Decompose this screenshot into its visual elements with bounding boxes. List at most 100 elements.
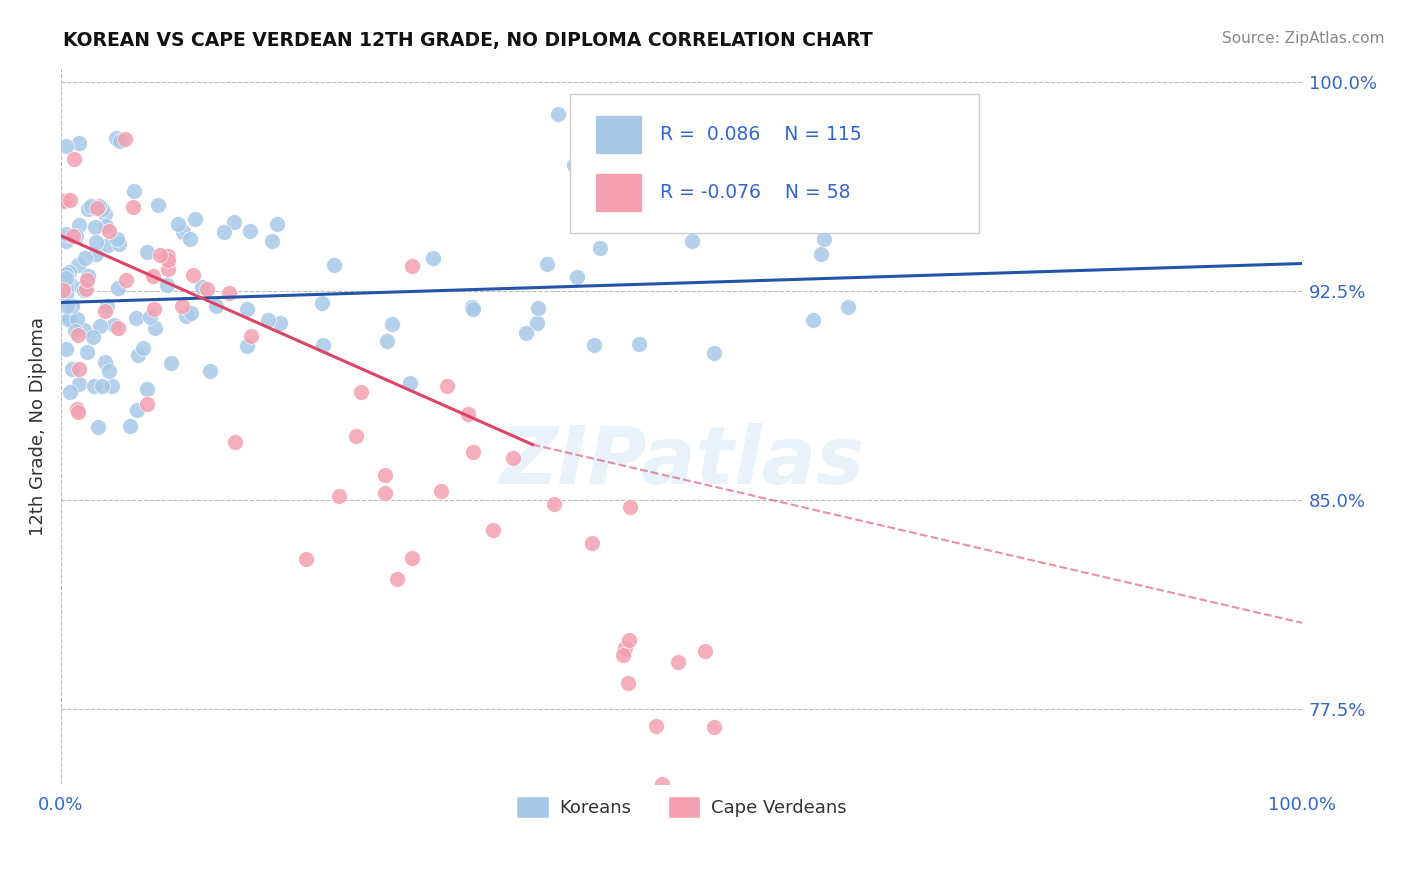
Koreans xyxy=(76,344,98,359)
Koreans xyxy=(239,224,262,238)
Koreans xyxy=(172,226,194,240)
Cape Verdeans xyxy=(344,429,367,443)
Koreans xyxy=(97,363,120,377)
Cape Verdeans xyxy=(349,384,371,399)
Koreans xyxy=(107,281,129,295)
Koreans xyxy=(311,295,333,310)
Koreans xyxy=(200,364,222,378)
Koreans xyxy=(96,299,118,313)
Koreans xyxy=(562,158,585,172)
Koreans xyxy=(135,245,157,260)
Koreans xyxy=(159,356,181,370)
Koreans xyxy=(257,312,280,326)
Cape Verdeans xyxy=(385,572,408,586)
Koreans xyxy=(837,300,859,314)
Koreans xyxy=(125,310,148,325)
Koreans xyxy=(58,277,80,291)
Cape Verdeans xyxy=(617,676,640,690)
Cape Verdeans xyxy=(502,450,524,465)
Koreans xyxy=(266,218,288,232)
Koreans xyxy=(236,339,259,353)
Koreans xyxy=(637,217,659,231)
Koreans xyxy=(55,227,77,242)
Cape Verdeans xyxy=(436,379,458,393)
Koreans xyxy=(94,355,117,369)
Koreans xyxy=(593,176,616,190)
Koreans xyxy=(55,193,77,207)
Koreans xyxy=(628,337,651,351)
Koreans xyxy=(55,234,77,248)
Cape Verdeans xyxy=(76,273,98,287)
Koreans xyxy=(381,317,404,331)
Text: KOREAN VS CAPE VERDEAN 12TH GRADE, NO DIPLOMA CORRELATION CHART: KOREAN VS CAPE VERDEAN 12TH GRADE, NO DI… xyxy=(63,31,873,50)
Koreans xyxy=(91,379,114,393)
Koreans xyxy=(66,312,89,326)
Text: R = -0.076    N = 58: R = -0.076 N = 58 xyxy=(661,183,851,202)
Koreans xyxy=(73,323,96,337)
Koreans xyxy=(82,330,104,344)
Koreans xyxy=(55,342,77,356)
Koreans xyxy=(93,207,115,221)
Koreans xyxy=(138,310,160,325)
Cape Verdeans xyxy=(401,259,423,273)
Koreans xyxy=(166,217,188,231)
FancyBboxPatch shape xyxy=(569,94,980,233)
Koreans xyxy=(83,379,105,393)
Koreans xyxy=(108,135,131,149)
Koreans xyxy=(184,212,207,227)
Koreans xyxy=(399,376,422,391)
Koreans xyxy=(269,316,291,330)
Koreans xyxy=(527,301,550,315)
Koreans xyxy=(156,277,179,292)
Koreans xyxy=(58,312,80,326)
Koreans xyxy=(547,107,569,121)
Koreans xyxy=(105,232,128,246)
Cape Verdeans xyxy=(703,720,725,734)
Cape Verdeans xyxy=(53,194,76,209)
Text: R =  0.086    N = 115: R = 0.086 N = 115 xyxy=(661,125,862,144)
Cape Verdeans xyxy=(240,329,263,343)
Koreans xyxy=(422,252,444,266)
Cape Verdeans xyxy=(666,655,689,669)
Koreans xyxy=(375,334,398,348)
Cape Verdeans xyxy=(86,202,108,216)
Koreans xyxy=(179,232,201,246)
Koreans xyxy=(77,268,100,283)
Cape Verdeans xyxy=(619,500,641,514)
Text: ZIPatlas: ZIPatlas xyxy=(499,424,863,501)
Koreans xyxy=(94,219,117,233)
Cape Verdeans xyxy=(645,719,668,733)
Cape Verdeans xyxy=(328,489,350,503)
Cape Verdeans xyxy=(374,485,396,500)
Koreans xyxy=(66,258,89,272)
Koreans xyxy=(84,247,107,261)
Koreans xyxy=(65,229,87,244)
Koreans xyxy=(212,225,235,239)
Koreans xyxy=(59,384,82,399)
Cape Verdeans xyxy=(52,283,75,297)
Cape Verdeans xyxy=(457,408,479,422)
Koreans xyxy=(135,383,157,397)
Cape Verdeans xyxy=(617,632,640,647)
Koreans xyxy=(311,338,333,352)
Koreans xyxy=(104,130,127,145)
Legend: Koreans, Cape Verdeans: Koreans, Cape Verdeans xyxy=(509,789,853,825)
Cape Verdeans xyxy=(97,224,120,238)
Koreans xyxy=(89,199,111,213)
Koreans xyxy=(262,234,284,248)
Cape Verdeans xyxy=(170,299,193,313)
Cape Verdeans xyxy=(218,286,240,301)
Koreans xyxy=(461,300,484,314)
Koreans xyxy=(77,202,100,217)
Koreans xyxy=(127,348,149,362)
Koreans xyxy=(565,269,588,284)
Koreans xyxy=(55,139,77,153)
Cape Verdeans xyxy=(429,483,451,498)
Koreans xyxy=(103,318,125,332)
Koreans xyxy=(87,420,110,434)
Koreans xyxy=(222,215,245,229)
Koreans xyxy=(56,299,79,313)
Koreans xyxy=(526,316,548,330)
Koreans xyxy=(55,286,77,301)
Koreans xyxy=(80,199,103,213)
